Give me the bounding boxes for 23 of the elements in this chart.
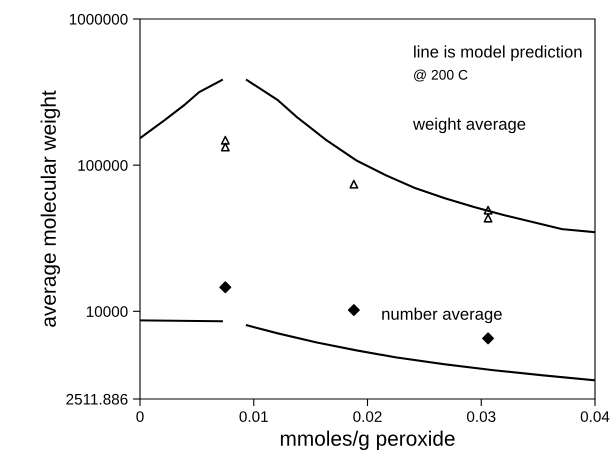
annotation: number average: [382, 308, 502, 324]
point: [484, 214, 493, 223]
x-tick-label: 0.02: [353, 411, 382, 422]
y-tick-label: 2511.886: [66, 394, 128, 405]
x-tick-label: 0.03: [466, 411, 496, 422]
y-axis-title: average molecular weight: [40, 90, 60, 327]
annotation: @ 200 C: [414, 70, 468, 82]
point: [219, 281, 232, 294]
x-tick-label: 0: [136, 411, 144, 422]
point: [220, 136, 230, 145]
y-tick-label: 1000000: [70, 14, 128, 25]
point: [348, 304, 360, 316]
x-tick-label: 0.01: [239, 411, 268, 422]
point: [220, 142, 230, 152]
point: [484, 206, 493, 215]
x-tick-label: 0.04: [580, 411, 610, 422]
y-tick-label: 100000: [78, 160, 128, 171]
annotation: line is model prediction: [414, 45, 582, 61]
annotation: weight average: [412, 118, 526, 134]
point: [482, 332, 494, 344]
x-axis-title: mmoles/g peroxide: [280, 430, 455, 450]
point: [349, 180, 358, 189]
y-tick-label: 10000: [86, 306, 128, 317]
